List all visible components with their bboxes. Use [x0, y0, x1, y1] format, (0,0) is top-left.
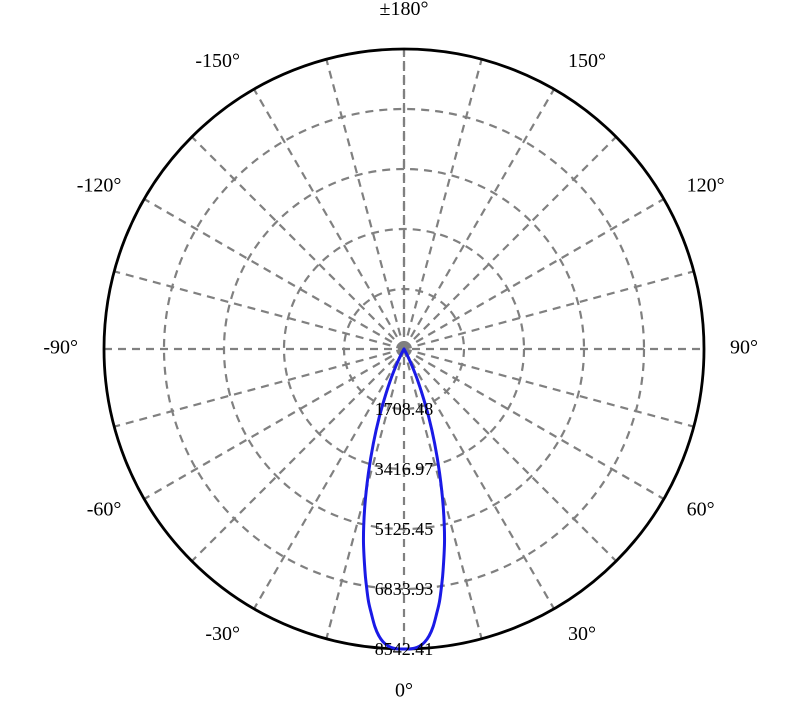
- angle-label: -150°: [195, 50, 240, 72]
- radial-tick-label: 8542.41: [375, 639, 434, 659]
- angle-label: -30°: [205, 623, 240, 645]
- angle-label: -90°: [43, 337, 78, 359]
- angle-label: 120°: [687, 175, 725, 197]
- angle-label: ±180°: [380, 0, 429, 20]
- angle-label: -60°: [87, 499, 122, 521]
- angle-label: 150°: [568, 50, 606, 72]
- angle-label: 0°: [395, 680, 413, 702]
- radial-tick-label: 5125.45: [375, 519, 434, 539]
- radial-tick-label: 1708.48: [375, 399, 434, 419]
- polar-chart: 0° 30° 60° 90° 120° 150° ±180° -150° -120° -90° -6…: [0, 0, 807, 705]
- radial-tick-label: 6833.93: [375, 579, 434, 599]
- angle-label: 90°: [730, 337, 758, 359]
- angle-label: 60°: [687, 499, 715, 521]
- radial-tick-label: 3416.97: [375, 459, 434, 479]
- angle-label: -120°: [77, 175, 122, 197]
- angle-label: 30°: [568, 623, 596, 645]
